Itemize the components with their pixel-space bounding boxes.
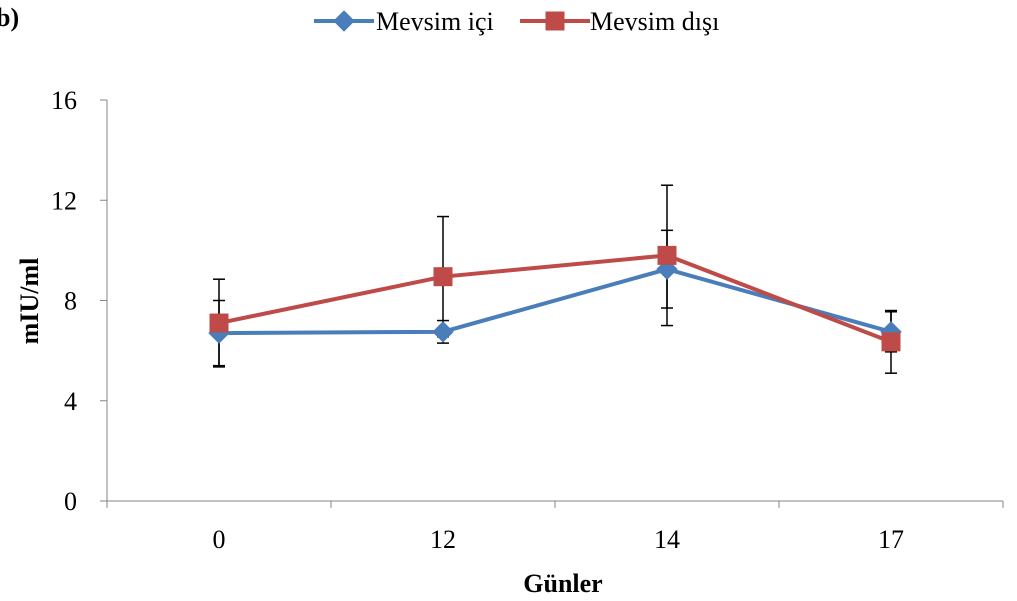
legend: Mevsim içi Mevsim dışı [314, 7, 719, 36]
data-point-series-2 [433, 267, 453, 287]
x-tick-label: 17 [878, 525, 904, 554]
x-tick-label: 14 [654, 525, 680, 554]
y-tick-label: 0 [64, 487, 77, 516]
error-bars [213, 184, 897, 374]
x-tick-label: 0 [213, 525, 226, 554]
x-tick-label: 12 [430, 525, 456, 554]
data-point-series-2 [657, 245, 677, 265]
y-tick-label: 4 [64, 387, 77, 416]
legend-marker-1 [333, 10, 355, 32]
markers [208, 245, 902, 352]
x-axis-title: Günler [523, 569, 602, 598]
series-lines [218, 253, 892, 344]
data-point-series-2 [209, 313, 229, 333]
data-point-series-2 [881, 332, 901, 352]
y-axis-title: mIU/ml [15, 258, 44, 345]
series-line-2 [218, 253, 892, 344]
legend-marker-2 [545, 11, 565, 31]
legend-label-2: Mevsim dışı [590, 7, 719, 36]
legend-label-1: Mevsim içi [376, 7, 494, 36]
y-tick-label: 16 [51, 86, 77, 115]
y-tick-label: 8 [64, 287, 77, 316]
axes: 0 4 8 12 16 0 12 14 17 [51, 86, 1004, 554]
y-tick-label: 12 [51, 186, 77, 215]
panel-label: b) [0, 3, 19, 32]
data-point-series-1 [432, 321, 454, 343]
